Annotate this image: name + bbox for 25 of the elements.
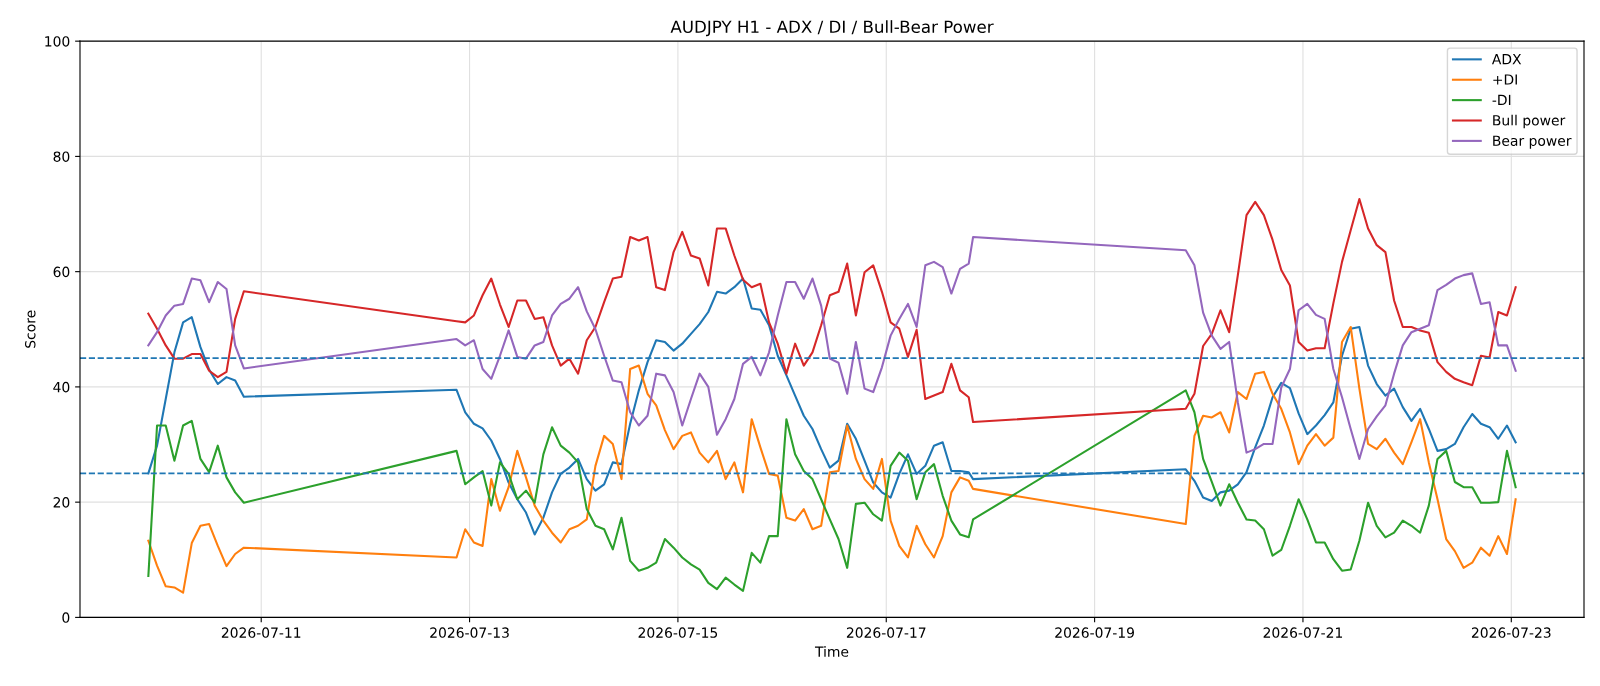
legend-label: ADX — [1491, 54, 1522, 65]
x-tick-label: 2026-07-19 — [1055, 627, 1134, 638]
x-tick-label: 2026-07-11 — [221, 627, 301, 638]
chart-title: AUDJPY H1 - ADX / DI / Bull-Bear Power — [670, 20, 994, 37]
x-tick-label: 2026-07-21 — [1263, 627, 1343, 638]
x-tick-label: 2026-07-13 — [430, 627, 509, 638]
y-tick-label: 60 — [53, 266, 70, 278]
line-series — [147, 198, 1517, 424]
line-series — [147, 236, 1517, 460]
y-tick-label: 80 — [53, 151, 70, 162]
y-tick-label: 20 — [53, 497, 70, 508]
y-tick-label: 40 — [53, 381, 70, 393]
y-axis-title: Score — [25, 310, 36, 348]
x-tick-label: 2026-07-23 — [1471, 627, 1551, 638]
x-tick-label: 2026-07-17 — [846, 627, 926, 638]
legend-label: Bear power — [1493, 135, 1572, 149]
x-axis-title: Time — [814, 646, 849, 657]
legend-label: Bull power — [1493, 114, 1566, 129]
legend-label: +DI — [1493, 74, 1517, 85]
legend-label: -DI — [1492, 94, 1511, 105]
line-series — [147, 389, 1517, 592]
y-tick-label: 0 — [62, 612, 70, 623]
y-tick-label: 100 — [45, 36, 70, 47]
line-series — [147, 325, 1517, 594]
x-tick-label: 2026-07-15 — [638, 627, 718, 638]
